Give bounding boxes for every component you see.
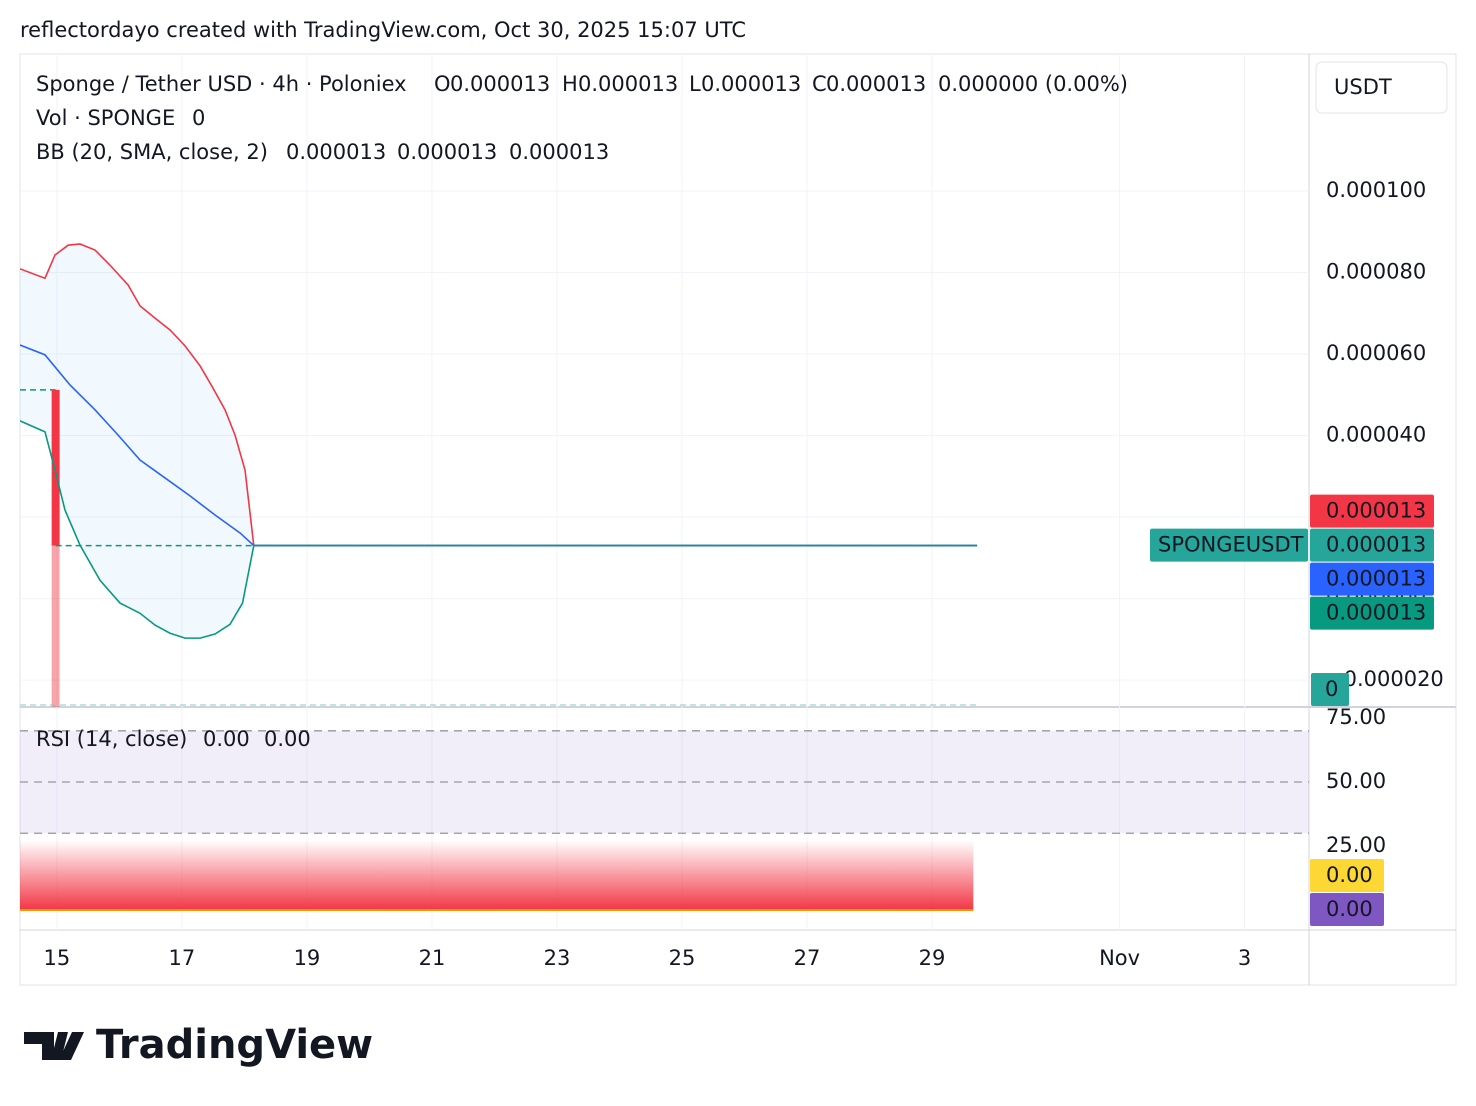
rsi-tick-label: 25.00 — [1326, 833, 1386, 857]
rsi-label: RSI (14, close) — [36, 727, 187, 751]
x-tick-label: 19 — [294, 946, 321, 970]
rsi-pane — [20, 730, 1309, 912]
y-tick-label: 0.000060 — [1326, 341, 1426, 365]
price-badge — [1310, 859, 1384, 893]
ohlc-value: 0.000013 — [826, 72, 926, 96]
volume-bar — [51, 545, 60, 707]
symbol: Sponge / Tether USD · 4h · Poloniex — [36, 72, 407, 96]
x-tick-label: 25 — [669, 946, 696, 970]
price-badge — [1310, 562, 1434, 596]
x-tick-label: 27 — [794, 946, 821, 970]
header: reflectordayo created with TradingView.c… — [20, 18, 746, 42]
bb-line — [20, 344, 978, 547]
candle-body — [51, 389, 60, 546]
volume-badge — [1311, 673, 1349, 706]
currency[interactable]: USDT — [1334, 75, 1392, 99]
currency-button[interactable] — [1315, 61, 1448, 114]
x-tick-label: 29 — [919, 946, 946, 970]
x-tick-label: 15 — [44, 946, 71, 970]
ohlc-label: O — [434, 72, 451, 96]
x-tick-label: Nov — [1099, 946, 1140, 970]
y-tick-label: 0.000100 — [1326, 178, 1426, 202]
price-badge-label: 0.000013 — [1326, 601, 1426, 625]
price-badge — [1310, 494, 1434, 528]
ohlc-value: 0.000013 — [450, 72, 550, 96]
y-tick-label: 0.000040 — [1326, 423, 1426, 447]
symbol-badge-label: SPONGEUSDT — [1158, 533, 1304, 557]
x-tick-label: 17 — [169, 946, 196, 970]
symbol-badge — [1150, 528, 1308, 562]
price-badge-label: 0.00 — [1326, 863, 1373, 887]
change: 0.000000 (0.00%) — [938, 72, 1128, 96]
volume-label: Vol · SPONGE — [36, 106, 175, 130]
x-tick-label: 3 — [1238, 946, 1251, 970]
volume-badge-label: 0 — [1325, 677, 1338, 701]
logo-mark — [24, 1032, 84, 1060]
bb-label: BB (20, SMA, close, 2) — [36, 140, 268, 164]
bb-value: 0.000013 — [286, 140, 386, 164]
x-tick-label: 21 — [419, 946, 446, 970]
price-badge — [1310, 596, 1434, 630]
price-badge-label: 0.000013 — [1326, 567, 1426, 591]
ohlc-value: 0.000013 — [578, 72, 678, 96]
bb-value: 0.000013 — [509, 140, 609, 164]
ohlc-label: C — [812, 72, 827, 96]
price-badge — [1310, 528, 1434, 562]
brand: TradingView — [96, 1022, 373, 1068]
y-tick-label: 0.000080 — [1326, 259, 1426, 283]
rsi-tick-label: 50.00 — [1326, 769, 1386, 793]
main-pane — [20, 243, 978, 707]
ohlc-label: H — [562, 72, 578, 96]
axes: 15 17 19 21 23 25 27 29 Nov 3 0.000100 0.000080 0.00… — [44, 178, 1444, 970]
x-tick-label: 23 — [544, 946, 571, 970]
bb-line — [20, 420, 978, 639]
rsi-value: 0.00 — [203, 727, 250, 751]
rsi-value: 0.00 — [264, 727, 311, 751]
price-badge-label: 0.000013 — [1326, 533, 1426, 557]
price-badge-label: 0.00 — [1326, 897, 1373, 921]
rsi-tick-label: 75.00 — [1326, 705, 1386, 729]
price-badge-label: 0.000013 — [1326, 499, 1426, 523]
oversold-fill — [20, 841, 974, 911]
legend: Sponge / Tether USD · 4h · Poloniex O 0.00… — [36, 72, 1128, 751]
volume-value: 0 — [192, 106, 205, 130]
ohlc-label: L — [689, 72, 701, 96]
price-badge — [1310, 893, 1384, 927]
ohlc-value: 0.000013 — [701, 72, 801, 96]
grid — [20, 54, 1309, 930]
bb-line — [20, 243, 978, 547]
bb-value: 0.000013 — [397, 140, 497, 164]
logo: TradingView — [24, 1022, 373, 1068]
bb-fill — [20, 243, 978, 639]
chart-frame — [19, 53, 1457, 986]
